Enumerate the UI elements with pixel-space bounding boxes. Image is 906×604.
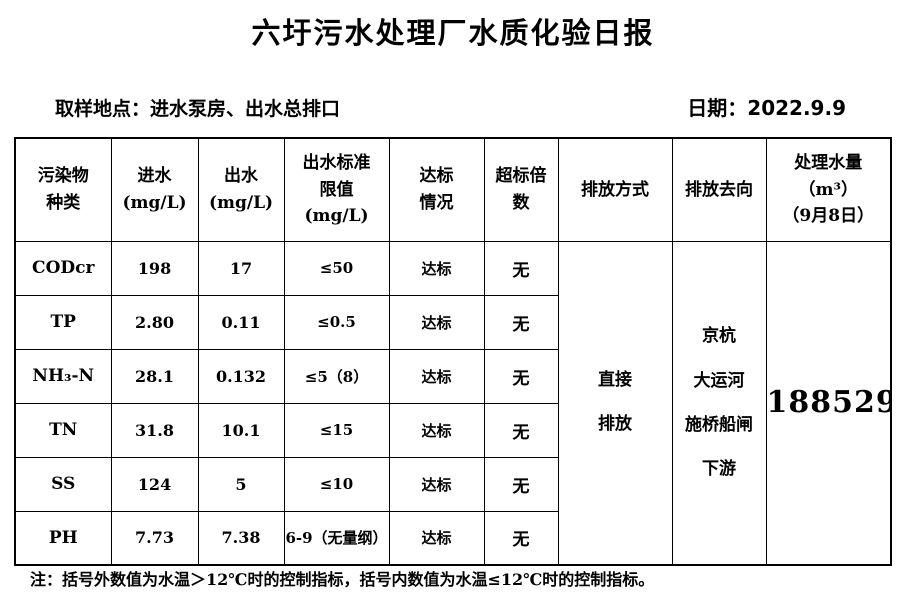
table-row: PH 7.73 7.38 6-9（无量纲） 达标 无 <box>14 510 891 566</box>
cell-exceedance: 无 <box>483 510 559 566</box>
sampling-location-label: 取样地点：进水泵房、出水总排口 <box>55 98 341 120</box>
table-row: TP 2.80 0.11 ≤0.5 达标 无 <box>14 294 891 350</box>
table-row: TN 31.8 10.1 ≤15 达标 无 <box>14 402 891 458</box>
col-header-outflow: 出水 (mg/L) <box>197 137 285 242</box>
cell-pollutant: PH <box>14 510 112 566</box>
cell-inflow: 31.8 <box>110 402 199 458</box>
cell-exceedance: 无 <box>483 348 559 404</box>
meta-row: 取样地点：进水泵房、出水总排口 日期：2022.9.9 <box>0 92 906 121</box>
cell-outflow: 7.38 <box>197 510 285 566</box>
cell-status: 达标 <box>388 348 485 404</box>
cell-exceedance: 无 <box>483 402 559 458</box>
cell-inflow: 7.73 <box>110 510 199 566</box>
report-date-label: 日期：2022.9.9 <box>687 96 846 120</box>
cell-limit: ≤0.5 <box>283 294 390 350</box>
col-header-compliance-status: 达标 情况 <box>388 137 485 242</box>
cell-treated-water-volume: 188529 <box>765 240 892 566</box>
cell-outflow: 5 <box>197 456 285 512</box>
col-header-exceedance-multiple: 超标倍 数 <box>483 137 559 242</box>
cell-limit: 6-9（无量纲） <box>283 510 390 566</box>
cell-status: 达标 <box>388 402 485 458</box>
cell-pollutant: TP <box>14 294 112 350</box>
col-header-inflow: 进水 (mg/L) <box>110 137 199 242</box>
table-row: SS 124 5 ≤10 达标 无 <box>14 456 891 512</box>
table-row: CODcr 198 17 ≤50 达标 无 直接 排放 京杭 大运河 施桥船闸 … <box>14 240 892 566</box>
cell-limit: ≤50 <box>283 240 390 296</box>
cell-outflow: 0.11 <box>197 294 285 350</box>
cell-discharge-destination: 京杭 大运河 施桥船闸 下游 <box>671 240 767 566</box>
col-header-outflow-standard-limit: 出水标准 限值 (mg/L) <box>283 137 390 242</box>
cell-status: 达标 <box>388 456 485 512</box>
cell-pollutant: TN <box>14 402 112 458</box>
water-quality-table: 污染物 种类 进水 (mg/L) 出水 (mg/L) 出水标准 限值 (mg/L… <box>14 137 892 566</box>
cell-status: 达标 <box>388 510 485 566</box>
cell-outflow: 0.132 <box>197 348 285 404</box>
col-header-discharge-method: 排放方式 <box>557 137 673 242</box>
cell-inflow: 124 <box>110 456 199 512</box>
cell-pollutant: NH₃-N <box>14 348 112 404</box>
cell-status: 达标 <box>388 240 485 296</box>
cell-limit: ≤10 <box>283 456 390 512</box>
cell-inflow: 2.80 <box>110 294 199 350</box>
col-header-treated-water-volume: 处理水量 （m³） （9月8日） <box>765 137 892 242</box>
col-header-discharge-destination: 排放去向 <box>671 137 767 242</box>
page-title: 六圩污水处理厂水质化验日报 <box>251 16 655 50</box>
cell-exceedance: 无 <box>483 456 559 512</box>
cell-pollutant: CODcr <box>14 240 112 296</box>
cell-limit: ≤5（8） <box>283 348 390 404</box>
footnote: 注：括号外数值为水温＞12℃时的控制指标，括号内数值为水温≤12℃时的控制指标。 <box>30 570 655 589</box>
cell-outflow: 10.1 <box>197 402 285 458</box>
cell-exceedance: 无 <box>483 294 559 350</box>
cell-inflow: 198 <box>110 240 199 296</box>
header-row: 污染物 种类 进水 (mg/L) 出水 (mg/L) 出水标准 限值 (mg/L… <box>14 137 892 242</box>
cell-exceedance: 无 <box>483 240 559 296</box>
col-header-pollutant-type: 污染物 种类 <box>14 137 112 242</box>
cell-status: 达标 <box>388 294 485 350</box>
cell-discharge-method: 直接 排放 <box>557 240 673 566</box>
cell-pollutant: SS <box>14 456 112 512</box>
cell-inflow: 28.1 <box>110 348 199 404</box>
cell-outflow: 17 <box>197 240 285 296</box>
cell-limit: ≤15 <box>283 402 390 458</box>
table-row: NH₃-N 28.1 0.132 ≤5（8） 达标 无 <box>14 348 891 404</box>
